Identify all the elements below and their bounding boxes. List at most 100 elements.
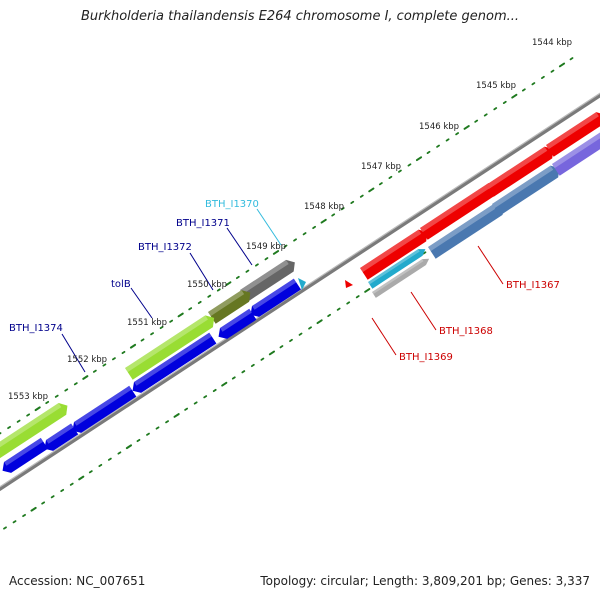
- tick-minor: [212, 388, 217, 393]
- tick-major: [316, 319, 323, 325]
- tick-minor: [155, 426, 160, 430]
- tick-major: [82, 375, 89, 380]
- tick-minor: [69, 482, 74, 486]
- cds-blue-2-shine: [220, 308, 252, 332]
- tick-minor: [159, 325, 164, 330]
- gene-label-bth-i1368[interactable]: BTH_I1368: [439, 326, 493, 337]
- tick-minor: [327, 313, 332, 318]
- cds-bth-i1370-shine: [240, 259, 289, 295]
- tick-label-1548-kbp: 1548 kbp: [304, 202, 344, 212]
- cds-steelblue-2-shine: [492, 165, 554, 209]
- cds-steelblue-2-body: [492, 165, 560, 216]
- tick-labels: 1544 kbp 1545 kbp 1546 kbp 1547 kbp 1548 kbp…: [8, 38, 572, 402]
- tick-minor: [289, 338, 293, 343]
- tick-major: [368, 187, 375, 193]
- tick-label-1551-kbp: 1551 kbp: [127, 318, 167, 328]
- tick-minor: [293, 238, 297, 242]
- tick-minor: [436, 144, 440, 148]
- tick-minor: [279, 345, 284, 349]
- cds-bth-i1367-shine: [428, 203, 498, 252]
- tick-minor: [107, 457, 112, 461]
- cds-red-2[interactable]: [486, 146, 554, 197]
- tick-minor: [184, 407, 189, 411]
- gene-label-bth-i1372[interactable]: BTH_I1372: [138, 242, 192, 253]
- tick-minor: [245, 269, 250, 273]
- tick-minor: [150, 332, 154, 336]
- cds-blue-6[interactable]: [2, 437, 48, 473]
- tick-minor: [455, 132, 460, 136]
- cds-bth-i1374-lime[interactable]: [0, 403, 68, 460]
- map-title: Burkholderia thailandensis E264 chromoso…: [80, 9, 520, 24]
- marker-cyan: [298, 278, 306, 290]
- tick-minor: [12, 520, 17, 524]
- tick-label-1544-kbp: 1544 kbp: [532, 38, 572, 48]
- cds-gray-light-shine: [372, 259, 424, 295]
- tick-minor: [312, 225, 317, 230]
- leader-bth-i1371: [226, 227, 253, 266]
- tick-minor: [493, 107, 498, 111]
- tick-label-1545-kbp: 1545 kbp: [476, 81, 516, 91]
- tick-major: [129, 343, 137, 349]
- cds-bth-i1370[interactable]: [240, 259, 295, 302]
- tick-minor: [203, 395, 208, 399]
- cds-bth-i1367-part[interactable]: [360, 229, 428, 280]
- cds-blue-1-body: [250, 278, 301, 317]
- cds-blue-2-body: [218, 308, 257, 339]
- leader-bth-i1374: [61, 333, 86, 373]
- gene-label-bth-i1367[interactable]: BTH_I1367: [506, 280, 560, 291]
- tick-minor: [88, 470, 93, 474]
- tick-minor: [16, 419, 21, 423]
- tick-label-1547-kbp: 1547 kbp: [361, 162, 401, 172]
- leader-bth-i1368: [410, 291, 437, 331]
- tick-label-1546-kbp: 1546 kbp: [419, 122, 459, 132]
- cds-tolb-shine: [125, 315, 208, 373]
- cds-purple[interactable]: [552, 131, 600, 176]
- accession-text: Accession: NC_007651: [9, 574, 146, 588]
- cds-blue-1[interactable]: [250, 278, 301, 317]
- cds-blue-5[interactable]: [44, 423, 79, 451]
- tick-major: [225, 281, 232, 287]
- cds-gray-light[interactable]: [372, 258, 430, 298]
- tick-minor: [308, 326, 312, 330]
- tick-minor: [388, 175, 393, 180]
- cds-tolb[interactable]: [125, 315, 215, 380]
- tick-minor: [483, 113, 488, 117]
- cds-bth-i1368-body: [368, 249, 426, 289]
- gene-label-bth-i1369[interactable]: BTH_I1369: [399, 352, 453, 363]
- gene-label-bth-i1374[interactable]: BTH_I1374: [9, 323, 63, 334]
- gene-label-bth-i1371[interactable]: BTH_I1371: [176, 218, 230, 229]
- tick-major: [221, 381, 228, 387]
- tick-minor: [54, 394, 59, 398]
- cds-blue-6-shine: [4, 437, 44, 466]
- cds-bth-i1367[interactable]: [428, 203, 504, 259]
- gene-label-tolb[interactable]: tolB: [111, 279, 131, 290]
- tick-minor: [22, 513, 26, 518]
- cds-blue-4[interactable]: [72, 385, 137, 433]
- tick-minor: [197, 300, 202, 305]
- cds-blue-2[interactable]: [218, 308, 257, 339]
- cds-blue-4-shine: [74, 385, 132, 426]
- cds-red-1-body: [420, 183, 498, 240]
- tick-minor: [298, 332, 303, 336]
- tick-major: [511, 93, 518, 99]
- cds-blue-3[interactable]: [132, 332, 217, 393]
- cds-bth-i1371-shine: [208, 290, 245, 317]
- tick-minor: [531, 82, 536, 86]
- cds-bth-i1368[interactable]: [368, 249, 426, 289]
- tick-minor: [283, 244, 288, 248]
- cds-steelblue-2[interactable]: [492, 165, 560, 216]
- stats-text: Topology: circular; Length: 3,809,201 bp…: [260, 574, 590, 588]
- cds-blue-6-body: [2, 437, 48, 473]
- cds-bth-i1367-part-shine: [360, 229, 422, 273]
- cds-bth-i1371[interactable]: [208, 290, 251, 324]
- cds-bth-i1368-shine: [368, 249, 420, 285]
- cds-red-3[interactable]: [546, 112, 600, 157]
- gene-label-bth-i1370[interactable]: BTH_I1370: [205, 199, 259, 210]
- tick-major: [125, 444, 133, 450]
- cds-bth-i1374-lime-body: [0, 403, 68, 459]
- tick-minor: [112, 357, 116, 361]
- tick-minor: [260, 357, 265, 361]
- tick-minor: [255, 263, 259, 267]
- cds-red-1[interactable]: [420, 183, 498, 240]
